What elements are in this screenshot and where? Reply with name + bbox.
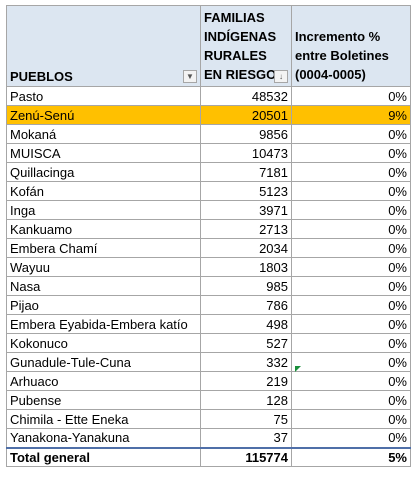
header-pueblos-label: PUEBLOS (10, 69, 73, 84)
cell-familias[interactable]: 20501 (200, 105, 292, 125)
cell-pueblo[interactable]: Chimila - Ette Eneka (6, 409, 201, 429)
table-row: Quillacinga 7181 0% (6, 162, 411, 182)
cell-incremento[interactable]: 0% (291, 276, 411, 296)
total-incremento[interactable]: 5% (291, 446, 411, 467)
cell-incremento[interactable]: 0% (291, 238, 411, 258)
table-row: Wayuu 1803 0% (6, 257, 411, 277)
table-row: Embera Eyabida-Embera katío 498 0% (6, 314, 411, 334)
cell-incremento[interactable]: 0% (291, 143, 411, 163)
cell-incremento[interactable]: 0% (291, 371, 411, 391)
cell-familias[interactable]: 985 (200, 276, 292, 296)
cell-pueblo[interactable]: Pasto (6, 86, 201, 106)
cell-incremento[interactable]: 0% (291, 181, 411, 201)
table-row: Inga 3971 0% (6, 200, 411, 220)
cell-familias[interactable]: 219 (200, 371, 292, 391)
table-row: Nasa 985 0% (6, 276, 411, 296)
cell-familias[interactable]: 7181 (200, 162, 292, 182)
cell-pueblo[interactable]: Mokaná (6, 124, 201, 144)
cell-familias[interactable]: 48532 (200, 86, 292, 106)
cell-incremento[interactable]: 0% (291, 295, 411, 315)
table-row: Pubense 128 0% (6, 390, 411, 410)
cell-incremento[interactable]: 0% (291, 314, 411, 334)
cell-incremento[interactable]: 0% (291, 390, 411, 410)
pivot-table: PUEBLOS ▼ FAMILIAS INDÍGENAS RURALES EN … (6, 5, 411, 467)
cell-incremento[interactable]: 0% (291, 428, 411, 448)
cell-incremento[interactable]: 0% (291, 162, 411, 182)
header-pueblos[interactable]: PUEBLOS ▼ (6, 5, 201, 87)
table-row: Kankuamo 2713 0% (6, 219, 411, 239)
cell-pueblo[interactable]: Quillacinga (6, 162, 201, 182)
cell-familias[interactable]: 37 (200, 428, 292, 448)
cell-pueblo[interactable]: Zenú-Senú (6, 105, 201, 125)
table-body: Pasto 48532 0% Zenú-Senú 20501 9% Mokaná 9856 0%… (6, 86, 411, 448)
cell-familias[interactable]: 9856 (200, 124, 292, 144)
cell-incremento[interactable]: 0% (291, 352, 411, 372)
cell-pueblo[interactable]: Nasa (6, 276, 201, 296)
cell-pueblo[interactable]: Inga (6, 200, 201, 220)
header-familias-label: FAMILIAS INDÍGENAS RURALES EN RIESGO (204, 10, 277, 82)
header-familias[interactable]: FAMILIAS INDÍGENAS RURALES EN RIESGO ↓ (200, 5, 292, 87)
cell-pueblo[interactable]: Pubense (6, 390, 201, 410)
cell-familias[interactable]: 332 (200, 352, 292, 372)
cell-familias[interactable]: 10473 (200, 143, 292, 163)
cell-pueblo[interactable]: MUISCA (6, 143, 201, 163)
cell-incremento[interactable]: 0% (291, 200, 411, 220)
table-row: MUISCA 10473 0% (6, 143, 411, 163)
table-row: Chimila - Ette Eneka 75 0% (6, 409, 411, 429)
total-row: Total general 115774 5% (6, 446, 411, 467)
total-familias[interactable]: 115774 (200, 446, 292, 467)
table-row: Kofán 5123 0% (6, 181, 411, 201)
cell-pueblo[interactable]: Kankuamo (6, 219, 201, 239)
table-row: Kokonuco 527 0% (6, 333, 411, 353)
cell-pueblo[interactable]: Kokonuco (6, 333, 201, 353)
cell-familias[interactable]: 128 (200, 390, 292, 410)
cell-familias[interactable]: 3971 (200, 200, 292, 220)
table-row: Pijao 786 0% (6, 295, 411, 315)
table-row: Gunadule-Tule-Cuna 332 0% (6, 352, 411, 372)
cell-incremento[interactable]: 9% (291, 105, 411, 125)
cell-incremento[interactable]: 0% (291, 409, 411, 429)
filter-dropdown-icon[interactable]: ▼ (183, 70, 197, 83)
sort-descending-icon[interactable]: ↓ (274, 70, 288, 83)
table-row: Yanakona-Yanakuna 37 0% (6, 428, 411, 448)
cell-pueblo[interactable]: Gunadule-Tule-Cuna (6, 352, 201, 372)
cell-pueblo[interactable]: Wayuu (6, 257, 201, 277)
cell-incremento[interactable]: 0% (291, 219, 411, 239)
cell-familias[interactable]: 1803 (200, 257, 292, 277)
header-incremento[interactable]: Incremento % entre Boletines (0004-0005) (291, 5, 411, 87)
cell-familias[interactable]: 5123 (200, 181, 292, 201)
table-row: Zenú-Senú 20501 9% (6, 105, 411, 125)
cell-familias[interactable]: 75 (200, 409, 292, 429)
table-row: Embera Chamí 2034 0% (6, 238, 411, 258)
cell-familias[interactable]: 2034 (200, 238, 292, 258)
table-row: Pasto 48532 0% (6, 86, 411, 106)
cell-pueblo[interactable]: Embera Chamí (6, 238, 201, 258)
cell-familias[interactable]: 527 (200, 333, 292, 353)
cell-incremento[interactable]: 0% (291, 333, 411, 353)
cell-pueblo[interactable]: Kofán (6, 181, 201, 201)
cell-familias[interactable]: 2713 (200, 219, 292, 239)
header-row: PUEBLOS ▼ FAMILIAS INDÍGENAS RURALES EN … (6, 5, 411, 87)
cell-incremento[interactable]: 0% (291, 86, 411, 106)
cell-pueblo[interactable]: Pijao (6, 295, 201, 315)
cell-pueblo[interactable]: Arhuaco (6, 371, 201, 391)
cell-incremento[interactable]: 0% (291, 124, 411, 144)
cell-pueblo[interactable]: Embera Eyabida-Embera katío (6, 314, 201, 334)
cell-incremento[interactable]: 0% (291, 257, 411, 277)
total-label[interactable]: Total general (6, 446, 201, 467)
cell-familias[interactable]: 498 (200, 314, 292, 334)
error-indicator-icon (295, 366, 301, 372)
table-row: Mokaná 9856 0% (6, 124, 411, 144)
header-incremento-label: Incremento % entre Boletines (0004-0005) (295, 29, 389, 82)
table-row: Arhuaco 219 0% (6, 371, 411, 391)
cell-pueblo[interactable]: Yanakona-Yanakuna (6, 428, 201, 448)
cell-familias[interactable]: 786 (200, 295, 292, 315)
